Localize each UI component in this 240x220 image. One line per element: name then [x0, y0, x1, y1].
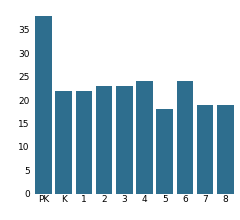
Bar	[96, 86, 112, 194]
Bar	[76, 91, 92, 194]
Bar	[197, 105, 213, 194]
Bar	[177, 81, 193, 194]
Bar	[217, 105, 234, 194]
Bar	[156, 109, 173, 194]
Bar	[116, 86, 132, 194]
Bar	[136, 81, 153, 194]
Bar	[55, 91, 72, 194]
Bar	[35, 16, 52, 194]
